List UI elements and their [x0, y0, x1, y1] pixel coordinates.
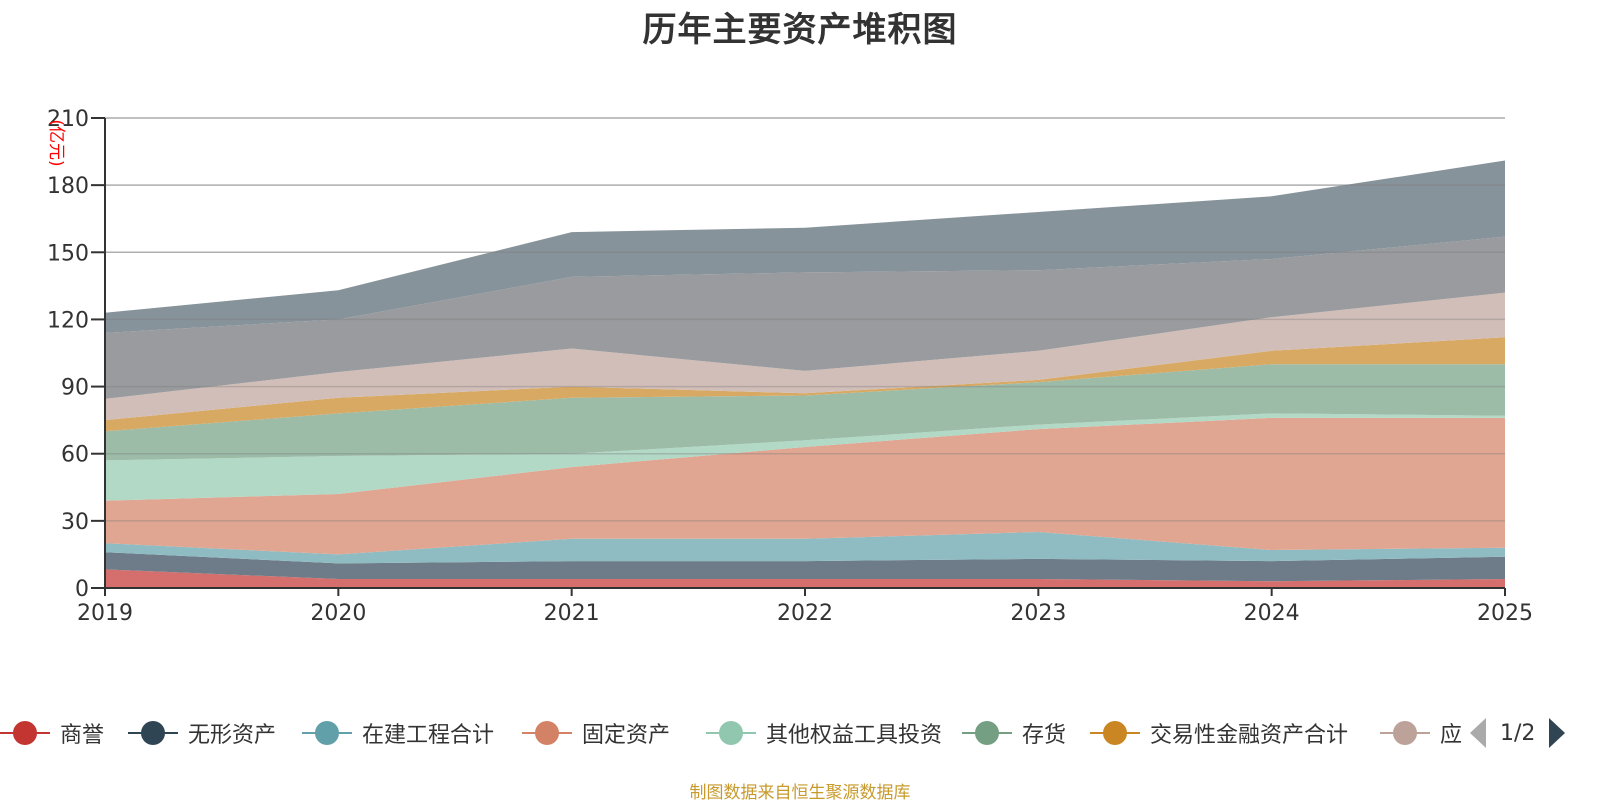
legend-line-dot-icon	[1090, 720, 1140, 746]
legend-prev-page-button[interactable]	[1470, 718, 1486, 748]
legend-label: 无形资产	[188, 723, 277, 748]
legend-label: 交易性金融资产合计	[1150, 723, 1349, 748]
legend-line-dot-icon	[0, 720, 50, 746]
legend-line-dot-icon	[128, 720, 178, 746]
area-series-7	[105, 292, 1505, 421]
area-series-3	[105, 417, 1505, 555]
legend-pager: 1/2	[1470, 715, 1566, 751]
area-series-5	[105, 364, 1505, 461]
chart-title: 历年主要资产堆积图	[642, 10, 958, 50]
legend-page-indicator: 1/2	[1500, 720, 1536, 746]
area-series-9	[105, 160, 1505, 333]
y-tick-label: 210	[47, 107, 89, 132]
y-tick-label: 90	[61, 376, 89, 401]
y-tick-label: 180	[47, 174, 89, 199]
legend-label: 在建工程合计	[362, 723, 495, 748]
data-source-note: 制图数据来自恒生聚源数据库	[689, 783, 911, 803]
y-axis-unit-label: (亿元)	[46, 119, 66, 166]
x-tick-label: 2023	[1010, 601, 1066, 626]
y-tick-label: 60	[61, 443, 89, 468]
y-tick-label: 30	[61, 510, 89, 535]
area-series-4	[105, 413, 1505, 501]
x-tick-label: 2025	[1477, 601, 1533, 626]
legend-item[interactable]: 在建工程合计	[302, 715, 494, 751]
area-series-0	[105, 569, 1505, 588]
area-series-8	[105, 236, 1505, 399]
legend-line-dot-icon	[522, 720, 572, 746]
legend-item[interactable]: 固定资产	[522, 715, 670, 751]
legend-items: 商誉 无形资产 在建工程合计 固定资产 其他权益工具投资 存货 交易性金融资产合计 应	[0, 715, 1462, 751]
legend-item[interactable]: 存货	[962, 715, 1066, 751]
x-tick-label: 2019	[77, 601, 133, 626]
area-series	[105, 160, 1505, 588]
legend-line-dot-icon	[1380, 720, 1430, 746]
area-series-6	[105, 337, 1505, 432]
legend-label: 存货	[1022, 723, 1067, 748]
axes: 0 30 60 90 120 150 180 210 2019 2020 2021 2022 2023 2…	[47, 107, 1533, 626]
stacked-area-chart: 0 30 60 90 120 150 180 210 2019 2020 2021 2022 2023 2…	[46, 107, 1533, 626]
legend-label: 商誉	[60, 723, 105, 748]
legend-item[interactable]: 商誉	[0, 715, 104, 751]
x-tick-label: 2022	[777, 601, 833, 626]
legend-next-page-button[interactable]	[1549, 718, 1566, 748]
legend: 商誉 无形资产 在建工程合计 固定资产 其他权益工具投资 存货 交易性金融资产合计 应 1/2	[0, 715, 1600, 751]
legend-item[interactable]: 无形资产	[128, 715, 276, 751]
area-series-1	[105, 552, 1505, 582]
legend-item[interactable]: 交易性金融资产合计	[1090, 715, 1348, 751]
legend-line-dot-icon	[302, 720, 352, 746]
legend-item[interactable]: 应	[1380, 715, 1462, 751]
area-series-2	[105, 532, 1505, 564]
legend-label: 应	[1440, 723, 1462, 748]
y-tick-label: 120	[47, 308, 89, 333]
legend-label: 其他权益工具投资	[766, 723, 943, 748]
y-tick-label: 0	[75, 577, 89, 602]
legend-line-dot-icon	[962, 720, 1012, 746]
x-tick-label: 2021	[544, 601, 600, 626]
legend-label: 固定资产	[582, 723, 671, 748]
x-tick-label: 2024	[1244, 601, 1300, 626]
legend-item[interactable]: 其他权益工具投资	[706, 715, 942, 751]
y-tick-label: 150	[47, 241, 89, 266]
x-tick-label: 2020	[310, 601, 366, 626]
legend-line-dot-icon	[706, 720, 756, 746]
